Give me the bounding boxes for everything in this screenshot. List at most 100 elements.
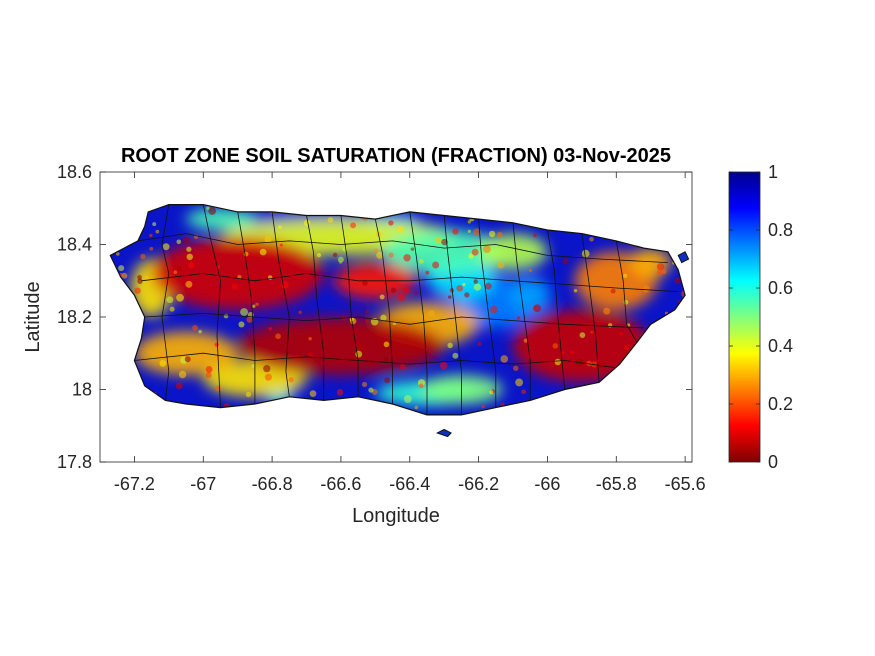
speckle-dot xyxy=(414,290,419,295)
speckle-dot xyxy=(188,262,195,269)
speckle-dot xyxy=(383,341,390,348)
speckle-dot xyxy=(674,277,682,285)
speckle-dot xyxy=(388,252,394,258)
municipality-border-2 xyxy=(237,211,256,404)
x-tick-label: -66 xyxy=(534,474,560,494)
speckle-dot xyxy=(362,280,368,286)
municipality-borders xyxy=(134,204,679,415)
speckle-dot xyxy=(452,352,459,359)
speckle-dot xyxy=(642,285,650,293)
municipality-border-11 xyxy=(547,229,566,390)
speckle-dot xyxy=(169,306,175,312)
speckle-dot xyxy=(186,246,192,252)
speckle-dot xyxy=(481,404,485,409)
municipality-border-10 xyxy=(512,222,531,401)
speckle-dot xyxy=(554,358,561,366)
speckle-dot xyxy=(402,287,410,295)
y-axis: 17.8 18 18.2 18.4 18.6 xyxy=(57,162,692,472)
speckle-dot xyxy=(590,330,594,334)
speckle-dot xyxy=(623,299,629,305)
speckle-dot xyxy=(379,294,385,300)
speckle-dot xyxy=(176,265,183,271)
speckle-dot xyxy=(369,360,375,365)
speckle-dot xyxy=(489,390,494,395)
speckle-dot xyxy=(589,236,594,242)
speckle-dot xyxy=(490,305,498,314)
speckle-dot xyxy=(513,365,519,371)
municipality-border-3 xyxy=(271,211,290,397)
speckle-dot xyxy=(467,229,471,233)
speckle-dot xyxy=(237,275,242,280)
chart-title: ROOT ZONE SOIL SATURATION (FRACTION) 03-… xyxy=(121,145,671,167)
speckle-dot xyxy=(516,316,521,320)
speckle-dot xyxy=(275,333,281,340)
speckle-dot xyxy=(390,287,397,293)
municipality-border-1 xyxy=(202,204,221,408)
speckle-dot xyxy=(521,389,527,395)
saturation-zone-13 xyxy=(134,331,238,375)
speckle-dot xyxy=(356,343,365,352)
speckle-dot xyxy=(149,233,153,238)
speckle-dot xyxy=(383,357,389,362)
speckle-dot xyxy=(573,288,578,293)
speckle-dot xyxy=(365,319,369,323)
speckle-dot xyxy=(240,308,249,317)
speckle-dot xyxy=(397,293,405,302)
speckle-dot xyxy=(264,236,272,244)
speckle-dot xyxy=(428,309,435,317)
saturation-zone-7 xyxy=(382,230,507,274)
colorbar-ticks: 0 0.2 0.4 0.6 0.8 1 xyxy=(729,162,793,472)
y-tick-label: 17.8 xyxy=(57,452,92,472)
speckle-dot xyxy=(603,307,611,315)
islet-1 xyxy=(677,251,690,264)
speckle-dot xyxy=(140,253,146,260)
speckle-dot xyxy=(309,390,317,398)
y-tick-label: 18 xyxy=(72,380,92,400)
colorbar-tick-label: 0.6 xyxy=(768,278,793,298)
speckle-dot xyxy=(259,248,267,256)
speckle-dot xyxy=(403,254,411,262)
speckle-dot xyxy=(403,395,412,403)
y-tick-label: 18.2 xyxy=(57,307,92,327)
speckle-dot xyxy=(368,387,374,393)
x-tick-label: -66.4 xyxy=(389,474,430,494)
speckle-dot xyxy=(562,258,569,265)
x-tick-label: -65.8 xyxy=(596,474,637,494)
speckle-dot xyxy=(380,314,387,322)
speckle-dot xyxy=(166,296,174,304)
municipality-border-16 xyxy=(144,312,644,329)
speckle-dot xyxy=(569,350,574,355)
speckle-dot xyxy=(118,265,125,272)
speckle-dot xyxy=(624,345,630,351)
speckle-dot xyxy=(488,230,496,238)
speckle-dot xyxy=(316,253,322,258)
municipality-border-0 xyxy=(161,204,170,401)
speckle-dot xyxy=(482,245,491,254)
speckle-dot xyxy=(246,316,253,323)
speckle-dot xyxy=(214,342,219,347)
speckle-dot xyxy=(155,229,160,234)
speckle-dot xyxy=(278,225,282,229)
speckle-dot xyxy=(448,295,452,299)
islets xyxy=(436,251,690,438)
speckle-dot xyxy=(523,338,529,343)
speckle-dot xyxy=(528,268,533,272)
speckle-dot xyxy=(307,351,314,358)
speckle-dot xyxy=(533,233,537,238)
speckle-dot xyxy=(159,360,167,367)
speckle-dot xyxy=(263,365,271,373)
speckle-dot xyxy=(350,222,357,229)
speckle-dot xyxy=(520,346,524,350)
colorbar-tick-label: 1 xyxy=(768,162,778,182)
speckle-dot xyxy=(152,222,157,227)
speckle-dot xyxy=(342,246,348,252)
saturation-zone-20 xyxy=(513,309,651,383)
speckle-dot xyxy=(607,323,613,328)
speckle-dot xyxy=(477,342,482,347)
colorbar-tick-label: 0.8 xyxy=(768,220,793,240)
speckle-dot xyxy=(149,246,154,251)
map-layer xyxy=(110,204,686,415)
speckle-dot xyxy=(327,217,334,223)
speckle-dot xyxy=(173,270,178,274)
speckle-dot xyxy=(419,383,424,388)
